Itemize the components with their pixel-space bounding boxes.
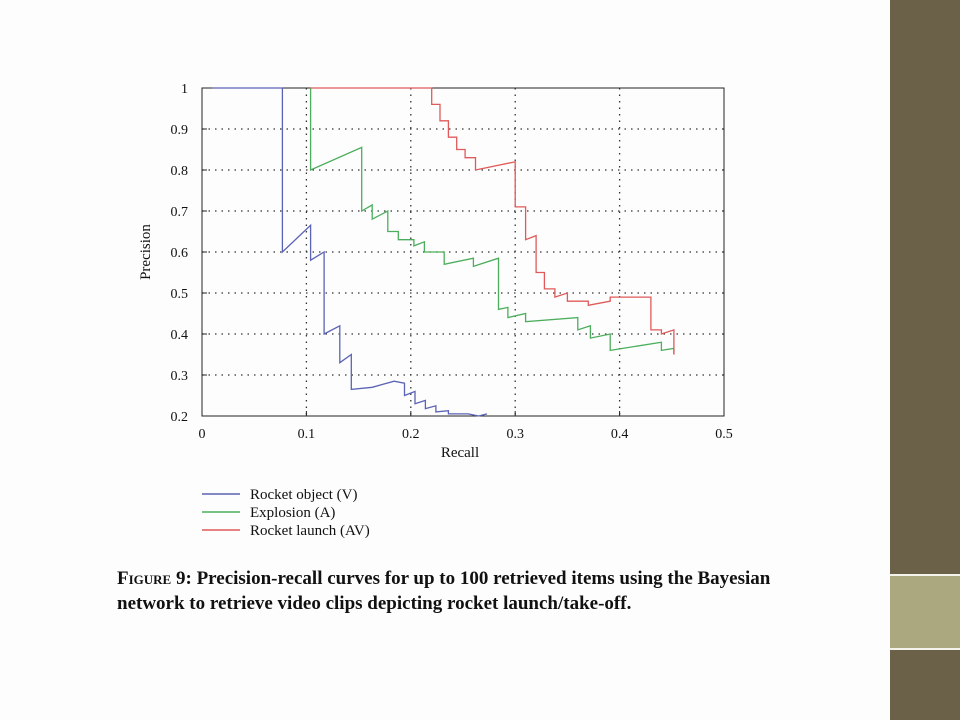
x-tick-label: 0.4 bbox=[611, 427, 629, 442]
figure-caption: Figure 9: Precision-recall curves for up… bbox=[117, 566, 777, 616]
x-axis-label: Recall bbox=[441, 445, 479, 461]
x-tick-label: 0.2 bbox=[402, 427, 420, 442]
series-line-1 bbox=[212, 87, 488, 417]
legend-label-1: Rocket object (V) bbox=[250, 487, 357, 503]
slide-background bbox=[0, 0, 890, 720]
chart-legend: Rocket object (V) Explosion (A) Rocket lau… bbox=[202, 487, 370, 539]
x-tick-label: 0.5 bbox=[715, 427, 733, 442]
series-line-3 bbox=[310, 87, 675, 355]
y-tick-label: 0.3 bbox=[171, 369, 189, 384]
figure-label: Figure 9: bbox=[117, 568, 192, 589]
side-bar-divider-top bbox=[890, 574, 960, 576]
y-axis-label: Precision bbox=[138, 224, 154, 280]
series-line-2 bbox=[309, 88, 675, 355]
chart-series bbox=[212, 87, 675, 417]
y-tick-label: 0.4 bbox=[171, 328, 189, 343]
y-tick-label: 0.7 bbox=[171, 205, 189, 220]
y-tick-label: 0.8 bbox=[171, 164, 189, 179]
x-tick-label: 0 bbox=[199, 427, 206, 442]
legend-label-2: Explosion (A) bbox=[250, 505, 335, 521]
legend-label-3: Rocket launch (AV) bbox=[250, 523, 370, 539]
decorative-side-bar-accent bbox=[890, 576, 960, 648]
precision-recall-chart: 0 0.1 0.2 0.3 0.4 0.5 0.2 0.3 0.4 0.5 0.6 0.7 0.8 0.9… bbox=[138, 82, 733, 539]
y-tick-label: 0.9 bbox=[171, 123, 189, 138]
caption-text: Precision-recall curves for up to 100 re… bbox=[117, 568, 771, 614]
y-tick-label: 0.5 bbox=[171, 287, 189, 302]
side-bar-divider-bottom bbox=[890, 648, 960, 650]
x-tick-label: 0.1 bbox=[298, 427, 316, 442]
x-tick-label: 0.3 bbox=[506, 427, 524, 442]
y-tick-label: 0.2 bbox=[171, 410, 189, 425]
axis-ticks: 0 0.1 0.2 0.3 0.4 0.5 0.2 0.3 0.4 0.5 0.6 0.7 0.8 0.9… bbox=[171, 82, 733, 442]
y-tick-label: 0.6 bbox=[171, 246, 189, 261]
chart-grid bbox=[202, 88, 724, 416]
y-tick-label: 1 bbox=[181, 82, 188, 97]
